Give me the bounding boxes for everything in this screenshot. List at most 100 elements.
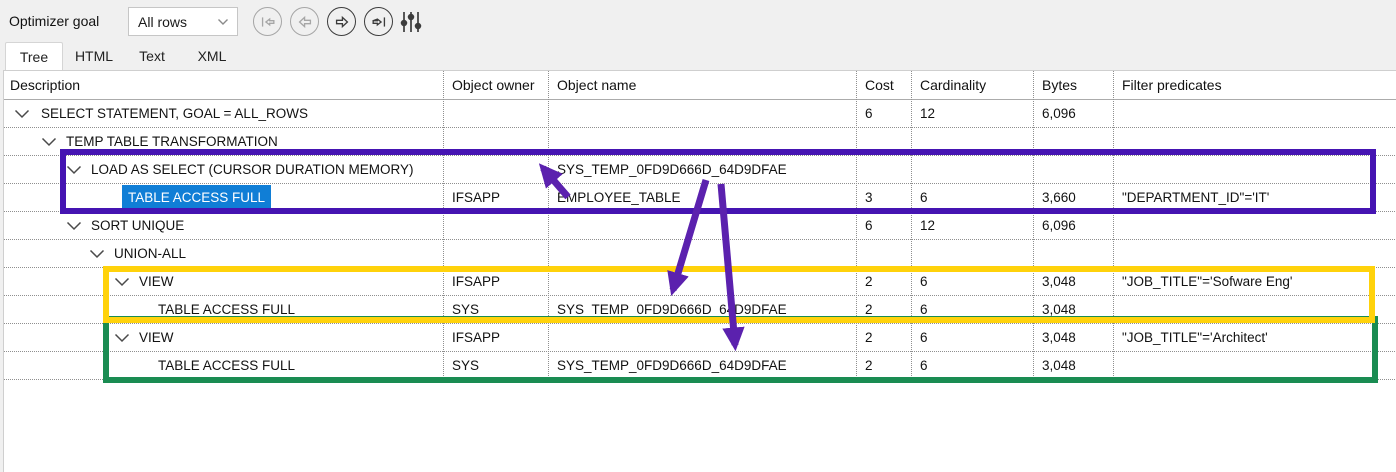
cost-cell: 2 [865, 330, 873, 345]
node-label: UNION-ALL [114, 246, 187, 261]
purple-highlight-box [60, 149, 1376, 214]
filter-predicates-cell: "JOB_TITLE"='Architect' [1122, 330, 1268, 345]
object-name-cell: SYS_TEMP_0FD9D666D_64D9DFAE [557, 358, 787, 373]
tab-tree[interactable]: Tree [5, 42, 63, 70]
cardinality-cell: 12 [920, 106, 936, 121]
plan-tree-row[interactable]: SELECT STATEMENT, GOAL = ALL_ROWS 6 12 6,09… [4, 100, 1396, 128]
last-record-button[interactable] [364, 7, 393, 36]
plan-tree-row[interactable]: UNION-ALL [4, 240, 1396, 268]
table-header-row: Description Object owner Object name Cost Ca… [4, 71, 1396, 100]
tab-html[interactable]: HTML [74, 48, 114, 64]
description-cell: SELECT STATEMENT, GOAL = ALL_ROWS [4, 100, 443, 127]
column-separator [548, 71, 549, 380]
object-name-cell [548, 100, 856, 127]
chevron-down-icon [218, 18, 228, 25]
description-cell: TABLE ACCESS FULL [4, 184, 443, 211]
cardinality-cell: 6 [920, 190, 928, 205]
optimizer-goal-dropdown[interactable]: All rows [128, 7, 238, 36]
bytes-cell: 3,048 [1042, 330, 1076, 345]
object-owner-cell: IFSAPP [452, 330, 501, 345]
cardinality-cell: 6 [920, 358, 928, 373]
chevron-expand-icon[interactable] [66, 221, 82, 231]
cardinality-cell [911, 240, 1033, 267]
column-header-cost[interactable]: Cost [865, 77, 894, 93]
object-name-cell [548, 240, 856, 267]
optimizer-goal-label: Optimizer goal [9, 13, 100, 29]
node-label: TEMP TABLE TRANSFORMATION [66, 134, 278, 149]
last-record-icon [372, 16, 385, 27]
chevron-expand-icon[interactable] [114, 277, 130, 287]
object-name-cell: EMPLOYEE_TABLE [557, 190, 681, 205]
chevron-expand-icon[interactable] [66, 165, 82, 175]
object-name-cell [548, 212, 856, 239]
green-highlight-box [103, 316, 1378, 383]
column-separator [1033, 71, 1034, 380]
node-label: TABLE ACCESS FULL [158, 302, 296, 317]
cardinality-cell: 12 [920, 218, 936, 233]
bytes-cell: 3,048 [1042, 358, 1076, 373]
object-name-cell: SYS_TEMP_0FD9D666D_64D9DFAE [557, 162, 787, 177]
previous-record-icon [298, 15, 311, 28]
tab-strip: Tree HTML Text XML [0, 42, 1396, 70]
previous-record-button[interactable] [290, 7, 319, 36]
cost-cell: 2 [865, 274, 873, 289]
next-record-button[interactable] [327, 7, 356, 36]
description-cell: UNION-ALL [4, 240, 443, 267]
tab-xml[interactable]: XML [197, 48, 227, 64]
column-header-object-name[interactable]: Object name [557, 77, 637, 93]
description-cell: TEMP TABLE TRANSFORMATION [4, 128, 443, 155]
chevron-expand-icon[interactable] [14, 109, 30, 119]
cost-cell: 6 [865, 218, 873, 233]
filter-predicates-cell [1113, 100, 1396, 127]
filter-predicates-cell [1113, 240, 1396, 267]
description-cell: VIEW [4, 268, 443, 295]
object-owner-cell [443, 100, 548, 127]
bytes-cell: 3,048 [1042, 274, 1076, 289]
chevron-expand-icon[interactable] [89, 249, 105, 259]
column-header-filter-predicates[interactable]: Filter predicates [1122, 77, 1222, 93]
filter-predicates-cell: "DEPARTMENT_ID"='IT' [1122, 190, 1270, 205]
description-cell: LOAD AS SELECT (CURSOR DURATION MEMORY) [4, 156, 443, 183]
tab-text[interactable]: Text [139, 48, 165, 64]
cost-cell: 2 [865, 302, 873, 317]
object-owner-cell: SYS [452, 358, 480, 373]
column-separator [443, 71, 444, 380]
filter-predicates-cell: "JOB_TITLE"='Sofware Eng' [1122, 274, 1293, 289]
node-label: SELECT STATEMENT, GOAL = ALL_ROWS [41, 106, 308, 121]
next-record-icon [335, 15, 348, 28]
node-label: VIEW [139, 274, 174, 289]
column-header-object-owner[interactable]: Object owner [452, 77, 535, 93]
cardinality-cell: 6 [920, 302, 928, 317]
plan-tree-row[interactable]: VIEW IFSAPP 2 6 3,048 "JOB_TITLE"='Architect' [4, 324, 1396, 352]
description-cell: SORT UNIQUE [4, 212, 443, 239]
plan-tree-row[interactable]: TEMP TABLE TRANSFORMATION [4, 128, 1396, 156]
column-header-description[interactable]: Description [10, 77, 81, 93]
node-label: SORT UNIQUE [91, 218, 185, 233]
bytes-cell: 3,660 [1042, 190, 1076, 205]
column-header-bytes[interactable]: Bytes [1042, 77, 1078, 93]
first-record-button[interactable] [253, 7, 282, 36]
bytes-cell: 6,096 [1042, 218, 1076, 233]
selected-node-label: TABLE ACCESS FULL [122, 185, 272, 210]
description-cell: VIEW [4, 324, 443, 351]
plan-tree-row[interactable]: VIEW IFSAPP 2 6 3,048 "JOB_TITLE"='Sofware En… [4, 268, 1396, 296]
description-cell: TABLE ACCESS FULL [4, 352, 443, 379]
column-header-cardinality[interactable]: Cardinality [920, 77, 987, 93]
node-label: TABLE ACCESS FULL [158, 358, 296, 373]
chevron-expand-icon[interactable] [41, 137, 57, 147]
node-label: VIEW [139, 330, 174, 345]
bytes-cell [1033, 240, 1113, 267]
chevron-expand-icon[interactable] [114, 333, 130, 343]
settings-button[interactable] [398, 9, 424, 35]
description-cell: TABLE ACCESS FULL [4, 296, 443, 323]
object-owner-cell: IFSAPP [452, 190, 501, 205]
cost-cell [856, 240, 911, 267]
filter-predicates-cell [1113, 212, 1396, 239]
bytes-cell: 3,048 [1042, 302, 1076, 317]
cardinality-cell: 6 [920, 330, 928, 345]
cardinality-cell: 6 [920, 274, 928, 289]
object-owner-cell [443, 212, 548, 239]
plan-tree-row[interactable]: SORT UNIQUE 6 12 6,096 [4, 212, 1396, 240]
column-separator [911, 71, 912, 380]
object-owner-cell [443, 240, 548, 267]
